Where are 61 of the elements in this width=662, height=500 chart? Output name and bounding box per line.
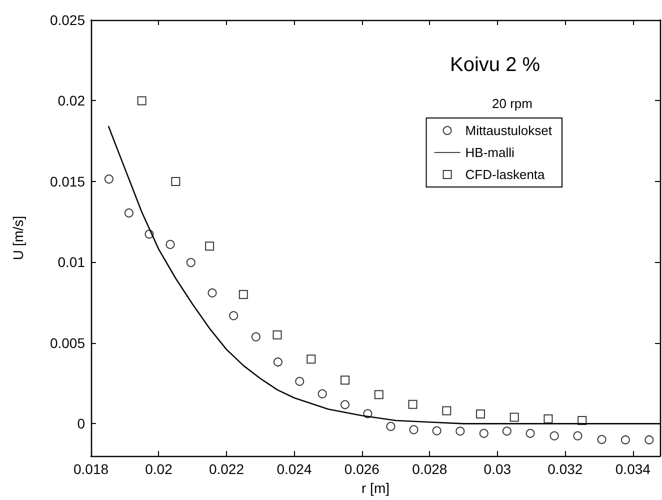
point [272, 330, 282, 340]
point [104, 174, 114, 184]
point [229, 311, 238, 320]
point [186, 258, 196, 268]
point [573, 431, 582, 440]
point [479, 428, 488, 438]
point [578, 416, 587, 425]
y-tick-label: 0.01 [58, 254, 86, 270]
point [408, 400, 418, 409]
y-tick-label: 0.015 [50, 173, 86, 190]
y-tick-label: 0.025 [50, 12, 86, 28]
legend-label: HB-malli [465, 145, 515, 160]
point [502, 426, 512, 436]
point [166, 240, 175, 249]
point [510, 412, 519, 422]
point [409, 425, 418, 434]
point [374, 390, 384, 400]
point [144, 230, 154, 239]
point [137, 96, 146, 106]
point [476, 410, 485, 419]
point [432, 426, 442, 436]
point [442, 406, 452, 416]
point [318, 389, 327, 398]
legend-label: CFD-laskenta [465, 167, 546, 182]
point [620, 435, 630, 444]
x-tick-label: 0.02 [145, 461, 173, 477]
x-tick-label: 0.03 [484, 461, 512, 477]
point [526, 428, 535, 438]
point [340, 400, 350, 410]
point [273, 358, 282, 367]
point [306, 354, 316, 364]
x-tick-label: 0.034 [615, 461, 651, 477]
x-tick-label: 0.032 [548, 461, 583, 477]
point [644, 435, 654, 444]
point [295, 376, 304, 386]
point [597, 435, 606, 444]
point [171, 176, 180, 186]
point [386, 422, 396, 431]
x-tick-label: 0.018 [73, 461, 109, 477]
point [456, 426, 465, 436]
point [340, 376, 350, 385]
point [251, 332, 260, 342]
point [363, 409, 372, 418]
legend-label: Mittaustulokset [465, 123, 552, 138]
point [238, 290, 248, 300]
point [550, 431, 559, 440]
x-tick-label: 0.028 [412, 461, 448, 477]
y-tick-label: 0.02 [58, 92, 86, 109]
point [205, 242, 214, 251]
text: 20 rpm [492, 96, 532, 111]
x-tick-label: 0.024 [276, 461, 312, 477]
point [208, 288, 217, 298]
x-tick-label: 0.022 [208, 461, 244, 477]
x-tick-label: 0.026 [344, 461, 380, 477]
point [544, 414, 553, 424]
point [124, 208, 134, 218]
y-tick-label: 0 [77, 416, 86, 432]
text: Koivu 2 % [450, 54, 540, 76]
y-tick-label: 0.005 [50, 334, 86, 351]
x-axis-title: r [m] [362, 480, 390, 496]
y-axis-title: U [m/s] [10, 216, 26, 260]
